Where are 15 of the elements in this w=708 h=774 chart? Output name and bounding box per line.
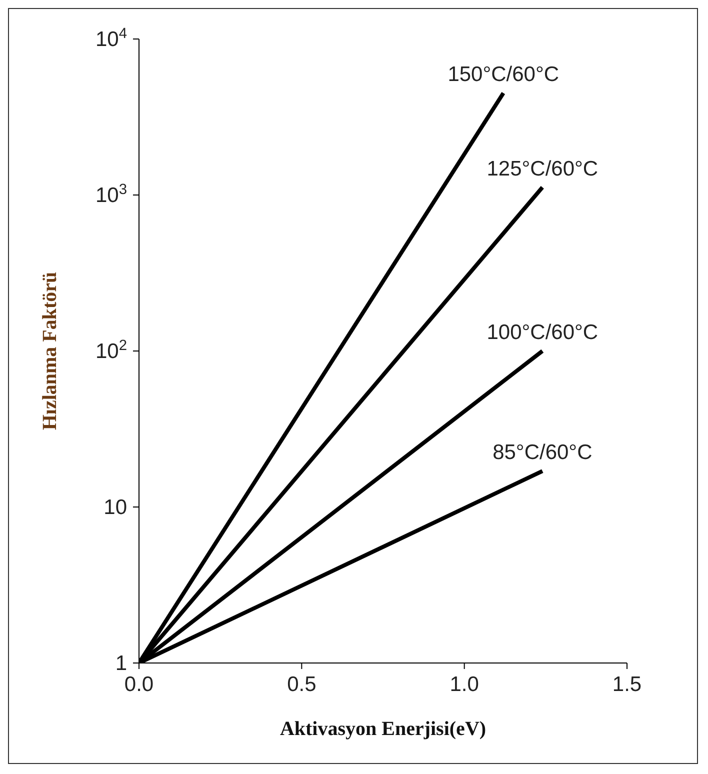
x-tick-label: 0.5: [287, 673, 316, 696]
x-axis-title: Aktivasyon Enerjisi(eV): [280, 718, 486, 740]
y-axis-title: Hızlanma Faktörü: [39, 272, 62, 430]
y-tick-label: 10$^{2}$: [95, 338, 127, 363]
x-tick-label: 1.5: [612, 673, 642, 696]
y-tick-label: 10$^{3}$: [95, 182, 127, 207]
x-tick-label: 0.0: [124, 673, 154, 696]
y-tick-label: 10$^{4}$: [95, 26, 127, 51]
series-label: 150°C/60°C: [448, 63, 560, 86]
y-tick-label: 1: [115, 652, 127, 675]
series-label: 85°C/60°C: [492, 441, 592, 464]
x-tick-label: 1.0: [450, 673, 479, 696]
series-label: 100°C/60°C: [486, 321, 598, 344]
series-label: 125°C/60°C: [486, 157, 598, 180]
y-tick-label: 10: [104, 496, 127, 519]
